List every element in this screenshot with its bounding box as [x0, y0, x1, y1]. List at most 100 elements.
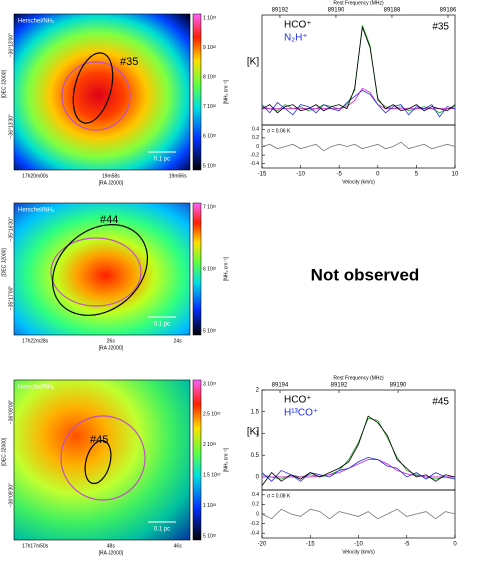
- colorbar-tick-label: 5 10²²: [203, 163, 216, 169]
- scale-label: 0.1 pc: [154, 157, 170, 163]
- colorbar-label: [NH₂ cm⁻²]: [223, 256, 229, 281]
- source-ellipse: [72, 52, 114, 124]
- x-tick-label: -15: [258, 172, 267, 178]
- residual-y-tick-label: 0.4: [252, 127, 259, 133]
- residual-y-tick-label: 0.4: [252, 492, 259, 498]
- x-axis-label: Velocity (km/s): [342, 549, 375, 555]
- x2-tick-label: 89192: [331, 383, 348, 389]
- colorbar-tick-label: 1 10²³: [203, 503, 216, 509]
- residual-y-tick-label: 0.2: [252, 502, 259, 508]
- dec-tick-label: −36°13'00": [8, 33, 14, 58]
- map-title: Herschel/NH₂: [18, 19, 55, 25]
- y-tick-label: 0.5: [251, 453, 260, 459]
- source-ellipse: [61, 61, 131, 131]
- x-tick-label: 10: [452, 172, 459, 178]
- y-tick-label: 2: [256, 388, 260, 394]
- x-tick-label: -15: [306, 542, 315, 548]
- scale-label: 0.1 pc: [154, 322, 170, 328]
- colorbar-label: [NH₂ cm⁻²]: [223, 447, 229, 472]
- residual-y-tick-label: -0.4: [250, 531, 259, 537]
- source-label: #35: [120, 56, 138, 68]
- source-label: #35: [432, 22, 449, 33]
- y-tick-label: 0: [256, 475, 260, 481]
- residual-y-tick-label: -0.2: [250, 152, 259, 158]
- dec-label: [DEC J2000]: [1, 69, 7, 98]
- x2-axis-label: Rest Frequency (MHz): [333, 0, 384, 6]
- x2-tick-label: 89188: [384, 8, 401, 14]
- y-axis-label: [K]: [247, 57, 259, 68]
- legend-entry: HCO⁺: [284, 20, 312, 31]
- colorbar-tick-label: 2 10²³: [203, 442, 216, 448]
- not-observed: Not observed: [311, 265, 420, 284]
- colorbar-tick-label: 6 10²²: [203, 134, 216, 140]
- ra-tick-label: 46s: [174, 543, 183, 549]
- colorbar: [192, 13, 202, 171]
- dec-tick-label: −36°09'00": [8, 400, 14, 425]
- column-density-map: [13, 379, 191, 541]
- residual-line: [261, 508, 456, 520]
- x2-tick-label: 89190: [328, 8, 345, 14]
- x-tick-label: 0: [453, 542, 457, 548]
- residual-y-tick-label: -0.4: [250, 161, 259, 167]
- residual-y-tick-label: 0: [256, 511, 259, 517]
- colorbar-tick-label: 2.5 10²³: [203, 412, 221, 418]
- x-tick-label: -20: [258, 542, 267, 548]
- y-tick-label: 1: [256, 431, 260, 437]
- legend-entry: N₂H⁺: [284, 33, 308, 44]
- dec-tick-label: −35°17'00": [8, 286, 14, 311]
- dec-tick-label: −36°13'30": [8, 114, 14, 139]
- ra-tick-label: 17h22m28s: [22, 338, 49, 344]
- colorbar-label: [NH₂ cm⁻²]: [223, 79, 229, 104]
- colorbar-tick-label: 5 10²²: [203, 533, 216, 539]
- ra-tick-label: 48s: [107, 543, 116, 549]
- source-label: #45: [432, 397, 449, 408]
- residual-y-tick-label: 0: [256, 144, 259, 150]
- x2-tick-label: 89192: [272, 8, 289, 14]
- legend-entry: H¹³CO⁺: [284, 408, 318, 419]
- colorbar-tick-label: 1.5 10²³: [203, 473, 221, 479]
- ra-label: [RA J2000]: [99, 180, 124, 186]
- x-axis-label: Velocity (km/s): [342, 179, 375, 185]
- x-tick-label: 0: [376, 172, 380, 178]
- x2-tick-label: 89190: [390, 383, 407, 389]
- source-ellipse: [51, 224, 149, 316]
- column-density-map: [13, 13, 191, 171]
- colorbar: [192, 202, 202, 336]
- colorbar-tick-label: 8 10²²: [203, 75, 216, 81]
- colorbar-tick-label: 7 10²²: [203, 104, 216, 110]
- x-tick-label: -5: [404, 542, 410, 548]
- spectrum-line: [261, 27, 456, 114]
- x2-tick-label: 89186: [440, 8, 457, 14]
- map-title: Herschel/NH₂: [18, 208, 55, 214]
- ra-label: [RA J2000]: [99, 550, 124, 556]
- x-tick-label: -10: [354, 542, 363, 548]
- y-axis-label: [K]: [247, 427, 259, 438]
- colorbar-tick-label: 6 10²²: [203, 266, 216, 272]
- y-tick-label: 1.5: [251, 409, 260, 415]
- residual-line: [261, 141, 456, 152]
- colorbar-tick-label: 5 10²²: [203, 328, 216, 334]
- colorbar-tick-label: 3 10²³: [203, 381, 216, 387]
- dec-tick-label: −36°09'30": [8, 483, 14, 508]
- map-title: Herschel/NH₂: [18, 385, 55, 391]
- noise-label: σ = 0.06 K: [267, 128, 291, 134]
- dec-label: [DEC J2000]: [1, 248, 7, 277]
- x-tick-label: -10: [296, 172, 305, 178]
- source-ellipse: [84, 439, 112, 485]
- source-ellipse: [50, 237, 142, 307]
- ra-tick-label: 19m56s: [169, 173, 187, 179]
- spectrum-line: [261, 417, 455, 480]
- source-ellipse: [60, 415, 146, 501]
- dec-tick-label: −35°16'30": [8, 217, 14, 242]
- spectrum-line: [261, 456, 456, 482]
- ra-tick-label: 24s: [174, 338, 183, 344]
- colorbar-tick-label: 7 10²²: [203, 204, 216, 210]
- spectrum-line: [261, 415, 456, 486]
- source-label: #45: [90, 434, 108, 446]
- spectrum-line: [262, 87, 455, 110]
- x-tick-label: 5: [415, 172, 419, 178]
- residual-y-tick-label: 0.2: [252, 135, 259, 141]
- ra-label: [RA J2000]: [99, 345, 124, 351]
